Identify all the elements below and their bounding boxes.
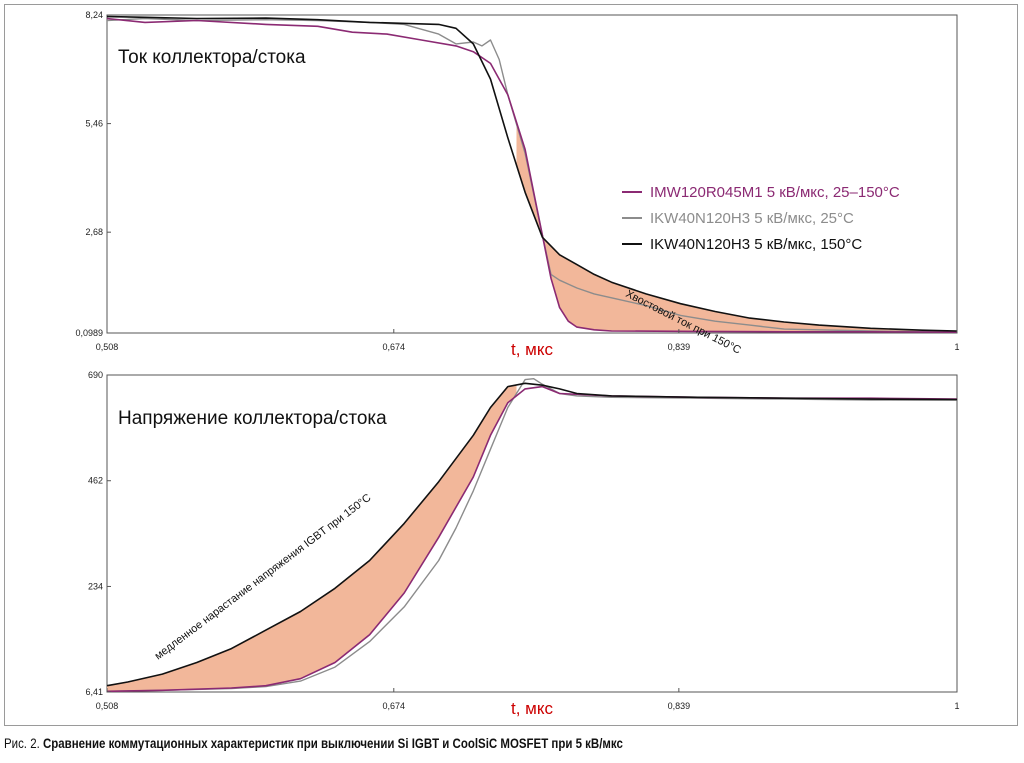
x-tick-label: 0,508: [96, 342, 119, 352]
y-tick-label: 234: [88, 581, 103, 591]
y-tick-label: 690: [88, 370, 103, 380]
x-tick-label: 1: [954, 342, 959, 352]
current-series-line-mosfet: [106, 17, 958, 334]
legend-label: IKW40N120H3 5 кВ/мкс, 25°С: [650, 210, 854, 227]
voltage-plot-area: [106, 374, 958, 693]
chart-canvas: 8,24 5,46 2,68 0,0989 0,508 0,674 0,839 1 Ток …: [75, 10, 959, 718]
voltage-series-line-igbt150: [106, 382, 958, 687]
voltage-panel: 690 462 234 6,41 0,508 0,674 0,839 1 Напряжени…: [85, 370, 959, 718]
x-tick-label: 0,674: [383, 342, 406, 352]
figure-frame: [4, 4, 1018, 726]
current-series-line-igbt150: [106, 15, 958, 332]
x-tick-label: 0,839: [668, 342, 691, 352]
y-tick-label: 8,24: [85, 10, 103, 20]
voltage-x-axis-title: t, мкс: [511, 699, 553, 718]
legend-label: IKW40N120H3 5 кВ/мкс, 150°С: [650, 236, 862, 253]
y-tick-label: 6,41: [85, 687, 103, 697]
current-plot-area: [106, 14, 958, 334]
y-tick-label: 2,68: [85, 227, 103, 237]
x-tick-label: 1: [954, 701, 959, 711]
caption-title: Сравнение коммутационных характеристик п…: [42, 735, 623, 751]
current-x-axis-title: t, мкс: [511, 340, 553, 359]
x-tick-label: 0,674: [383, 701, 406, 711]
current-panel-title: Ток коллектора/стока: [118, 47, 306, 68]
legend: IMW120R045M1 5 кВ/мкс, 25–150°С IKW40N120…: [622, 184, 900, 253]
y-tick-label: 462: [88, 476, 103, 486]
voltage-shaded-area: [107, 385, 517, 692]
voltage-panel-title: Напряжение коллектора/стока: [118, 408, 387, 429]
y-tick-label: 5,46: [85, 119, 103, 129]
y-tick-label: 0,0989: [75, 328, 103, 338]
current-panel: 8,24 5,46 2,68 0,0989 0,508 0,674 0,839 1 Ток …: [75, 10, 959, 359]
figure-caption: Рис. 2. Сравнение коммутационных характе…: [4, 735, 623, 751]
current-tail-shaded-area: [516, 122, 957, 333]
x-tick-label: 0,508: [96, 701, 119, 711]
x-tick-label: 0,839: [668, 701, 691, 711]
voltage-series-line-igbt25: [106, 378, 957, 692]
caption-prefix: Рис. 2.: [4, 735, 40, 751]
voltage-series-line-mosfet: [106, 385, 958, 693]
legend-label: IMW120R045M1 5 кВ/мкс, 25–150°С: [650, 184, 900, 201]
